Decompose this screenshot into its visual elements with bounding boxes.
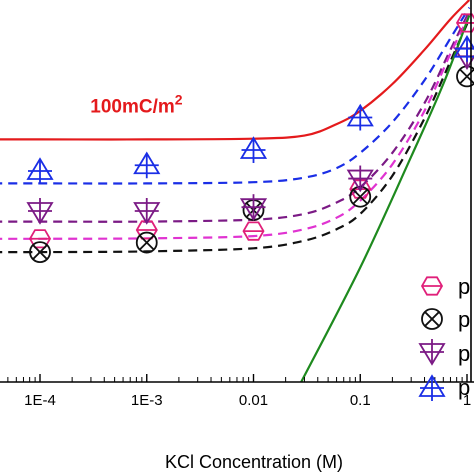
data-point-9-3 xyxy=(346,103,374,131)
legend-entry: p xyxy=(418,339,470,366)
data-point-8-3 xyxy=(346,165,374,193)
legend-marker xyxy=(418,374,446,401)
data-point-7-0 xyxy=(29,241,51,264)
legend-marker xyxy=(421,308,443,330)
data-point-8-1 xyxy=(133,198,161,225)
data-point-8-0 xyxy=(26,198,54,225)
legend-entry: p xyxy=(418,374,470,401)
data-point-8-2 xyxy=(239,194,268,221)
legend-entry: p xyxy=(420,274,470,299)
legend-entry: p xyxy=(421,307,470,332)
curve-layer xyxy=(0,0,471,382)
series-line-5 xyxy=(300,14,471,382)
data-point-9-4 xyxy=(453,35,474,62)
x-ticks: 1E-4 1E-3 0.01 0.1 1 xyxy=(7,374,471,409)
legend-marker xyxy=(418,339,446,366)
annotation-superscript: 2 xyxy=(175,92,183,108)
series-line-3 xyxy=(0,14,471,240)
marker-layer xyxy=(26,13,474,264)
data-point-7-1 xyxy=(135,231,158,254)
legend-label: p xyxy=(458,274,470,299)
series-line-4 xyxy=(0,18,471,254)
x-tick-label: 0.1 xyxy=(350,392,371,409)
legend-label: p xyxy=(458,307,470,332)
x-axis-title: KCl Concentration (M) xyxy=(165,452,343,472)
x-tick-label: 1 xyxy=(463,392,471,409)
data-point-6-2 xyxy=(242,221,265,241)
data-point-9-1 xyxy=(133,151,161,179)
series-line-2 xyxy=(0,11,471,223)
legend-label: p xyxy=(458,341,470,366)
x-tick-label: 0.01 xyxy=(239,392,268,409)
data-point-9-0 xyxy=(26,157,54,184)
x-tick-label: 1E-4 xyxy=(24,392,56,409)
legend-marker xyxy=(420,276,444,296)
series-line-0 xyxy=(0,0,471,141)
data-point-9-2 xyxy=(239,136,268,163)
series-line-1 xyxy=(0,7,471,185)
annotation-label: 100mC/m2 xyxy=(90,92,183,118)
legend-label: p xyxy=(458,375,470,400)
x-tick-label: 1E-3 xyxy=(131,392,163,409)
